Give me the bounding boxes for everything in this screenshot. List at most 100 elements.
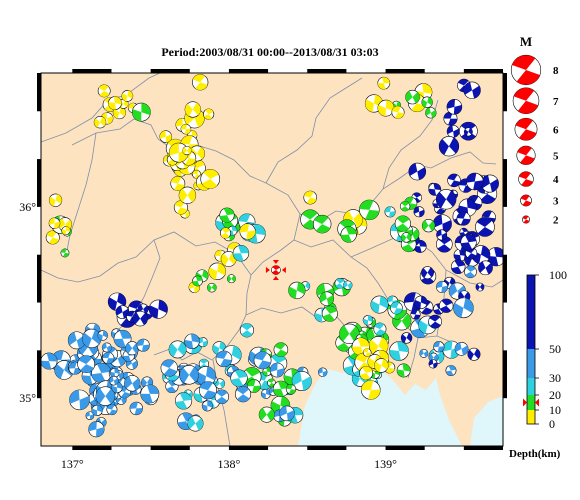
earthquake-beachball <box>303 190 318 205</box>
earthquake-beachball <box>463 81 481 99</box>
earthquake-beachball <box>182 145 192 156</box>
x-tick-label: 139° <box>374 457 397 471</box>
frame-segment <box>503 254 507 303</box>
earthquake-beachball <box>106 404 118 416</box>
magnitude-legend-label: 2 <box>553 215 559 227</box>
earthquake-beachball <box>359 199 380 221</box>
earthquake-beachball <box>389 341 409 361</box>
y-tick-label: 35° <box>19 391 36 405</box>
earthquake-beachball <box>425 107 437 119</box>
depth-tick-label: 100 <box>549 268 567 282</box>
earthquake-beachball <box>421 96 433 108</box>
earthquake-beachball <box>91 404 103 416</box>
depth-tick-label: 10 <box>549 403 561 417</box>
earthquake-beachball <box>170 176 186 191</box>
magnitude-legend-beachball <box>516 145 536 165</box>
magnitude-legend-beachball <box>521 215 530 224</box>
frame-segment <box>37 159 41 207</box>
earthquake-beachball <box>97 84 111 98</box>
earthquake-beachball <box>121 90 134 102</box>
earthquake-beachball <box>108 96 122 110</box>
frame-segment <box>150 69 190 73</box>
earthquake-beachball <box>285 384 297 395</box>
earthquake-beachball <box>168 340 187 359</box>
earthquake-beachball <box>260 388 271 399</box>
depth-band <box>527 410 535 424</box>
depth-tick-label: 50 <box>549 342 561 356</box>
earthquake-beachball <box>124 375 141 392</box>
frame-segment <box>307 446 347 450</box>
earthquake-beachball <box>445 365 457 376</box>
earthquake-beachball <box>312 214 332 234</box>
earthquake-beachball <box>95 386 116 406</box>
earthquake-beachball <box>140 384 160 404</box>
earthquake-beachball <box>359 366 374 380</box>
earthquake-beachball <box>377 99 395 117</box>
earthquake-beachball <box>184 101 201 118</box>
earthquake-beachball <box>446 99 463 115</box>
earthquake-beachball <box>201 400 213 412</box>
earthquake-beachball <box>136 338 150 352</box>
earthquake-beachball <box>108 375 119 386</box>
earthquake-beachball <box>160 359 178 377</box>
frame-segment <box>150 446 190 450</box>
earthquake-beachball <box>101 342 112 353</box>
earthquake-beachball <box>321 305 338 322</box>
depth-colorbar-title: Depth(km) <box>509 448 561 460</box>
earthquake-beachball <box>414 295 428 310</box>
magnitude-legend-label: 5 <box>553 150 559 162</box>
earthquake-beachball <box>174 392 193 410</box>
earthquake-beachball <box>453 297 474 319</box>
earthquake-beachball <box>438 136 460 157</box>
frame-segment <box>37 254 41 303</box>
earthquake-beachball <box>374 358 389 373</box>
earthquake-beachball <box>447 173 461 188</box>
earthquake-beachball <box>370 295 389 314</box>
depth-marker-left <box>523 398 527 407</box>
earthquake-beachball <box>436 229 448 241</box>
map-frame-ticks <box>37 69 507 450</box>
earthquake-beachball <box>391 105 405 119</box>
earthquake-beachball <box>113 329 132 348</box>
earthquake-beachball <box>184 333 200 349</box>
earthquake-beachball <box>91 362 112 384</box>
earthquake-beachball <box>48 217 61 229</box>
earthquake-beachball <box>215 350 233 368</box>
x-tick-label: 138° <box>218 457 241 471</box>
earthquake-beachball <box>200 169 221 189</box>
earthquake-beachball <box>180 123 192 135</box>
magnitude-legend-label: 7 <box>553 96 559 108</box>
magnitude-legend-label: 8 <box>553 65 559 77</box>
earthquake-beachball <box>220 251 237 267</box>
frame-segment <box>37 73 41 112</box>
earthquake-beachball <box>93 116 107 129</box>
frame-segment <box>307 69 347 73</box>
earthquake-beachball <box>467 347 481 361</box>
sea-area <box>298 363 462 446</box>
earthquake-beachball <box>475 217 495 237</box>
earthquake-beachball <box>61 226 71 235</box>
earthquake-beachball <box>439 298 454 313</box>
earthquake-beachball <box>60 248 70 258</box>
earthquake-beachball <box>179 365 199 385</box>
frame-segment <box>72 69 112 73</box>
earthquake-beachball <box>443 111 458 126</box>
earthquake-beachball <box>125 341 140 356</box>
earthquake-beachball <box>239 323 255 338</box>
mainshock-pointer <box>272 260 279 265</box>
earthquake-beachball <box>45 230 60 245</box>
earthquake-beachball <box>466 172 484 191</box>
mainshock-pointer <box>265 267 270 274</box>
earthquake-beachball <box>230 369 248 387</box>
earthquake-beachball <box>214 378 226 389</box>
axis-labels: 137° 138° 139° 36° 35° <box>19 200 397 471</box>
earthquake-beachball <box>131 102 151 122</box>
earthquake-beachball <box>428 314 442 329</box>
earthquake-beachball <box>291 371 312 392</box>
earthquake-beachball <box>239 223 256 240</box>
earthquake-beachball <box>343 280 353 290</box>
frame-segment <box>228 446 269 450</box>
earthquake-beachball <box>433 341 445 353</box>
earthquake-beachball <box>408 162 427 181</box>
earthquake-beachball <box>421 266 434 280</box>
